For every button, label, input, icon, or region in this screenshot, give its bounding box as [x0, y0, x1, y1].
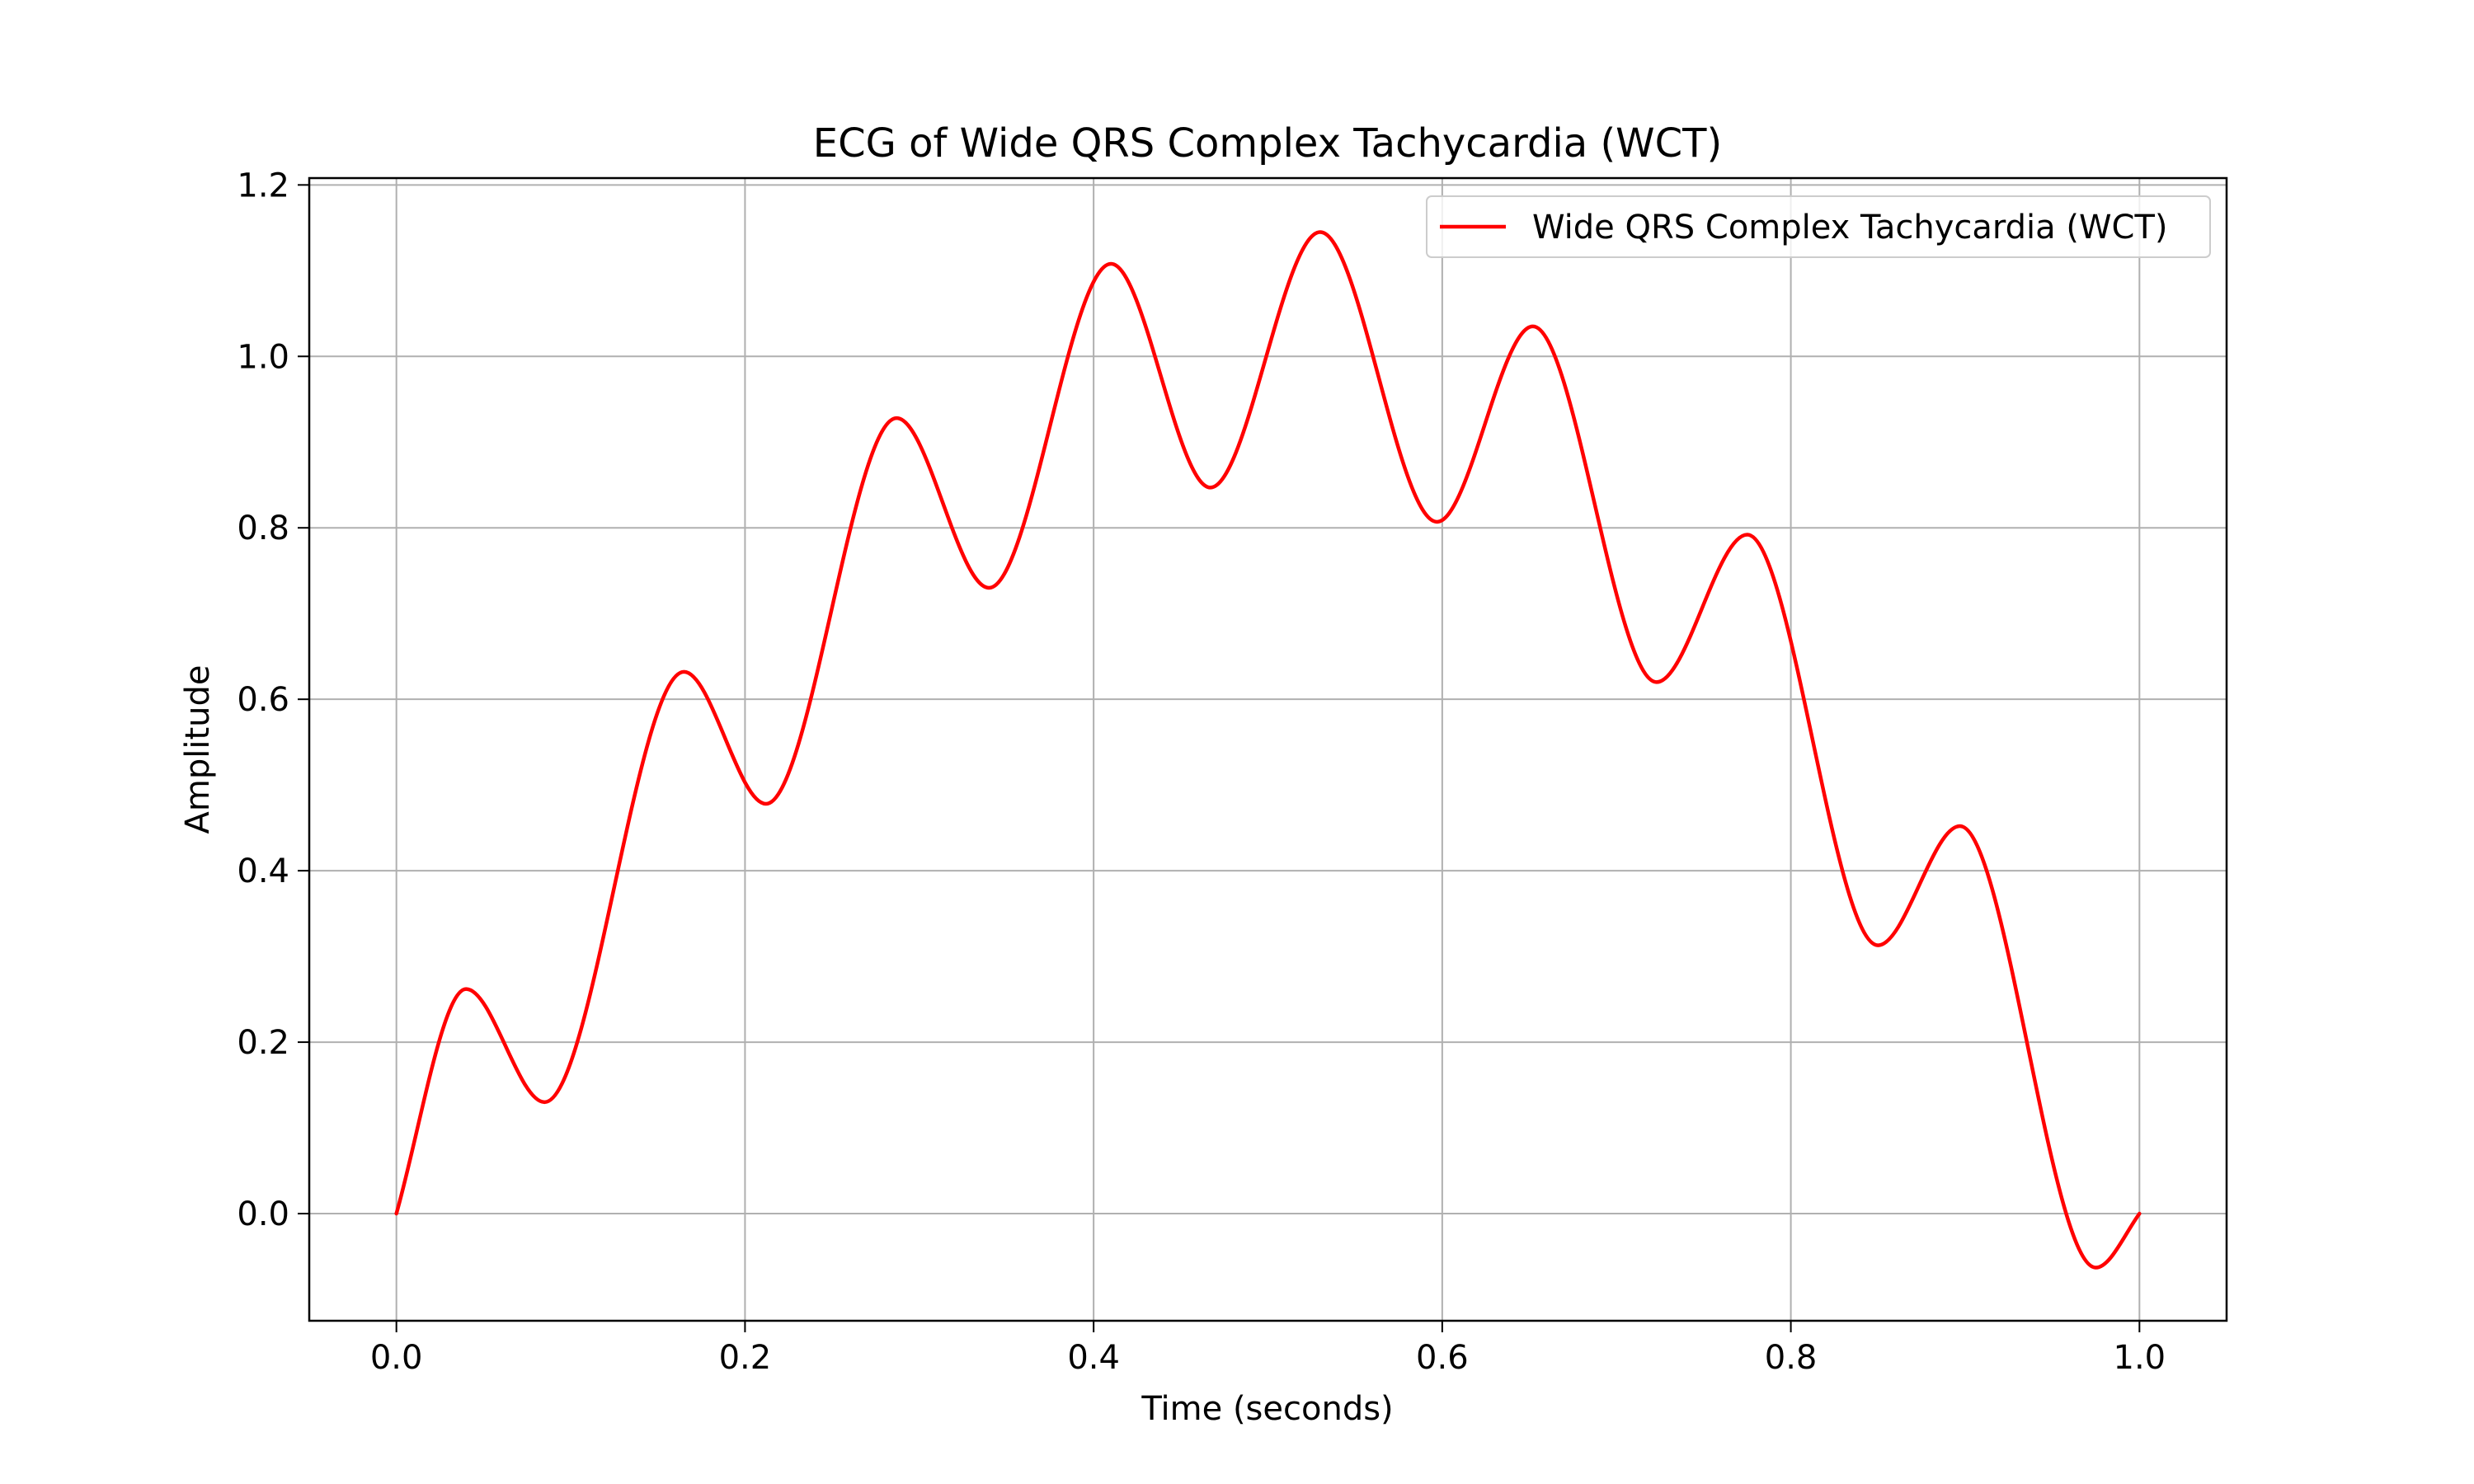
y-tick-label: 0.2: [237, 1024, 289, 1062]
x-tick-label: 0.8: [1765, 1339, 1818, 1377]
y-axis-label: Amplitude: [179, 665, 217, 834]
x-tick-label: 1.0: [2114, 1339, 2166, 1377]
x-tick-label: 0.0: [370, 1339, 423, 1377]
chart-title: ECG of Wide QRS Complex Tachycardia (WCT…: [813, 120, 1722, 167]
grid: [309, 178, 2227, 1321]
x-tick-label: 0.4: [1067, 1339, 1120, 1377]
y-axis: 0.0 0.2 0.4 0.6 0.8 1.0 1.2: [237, 167, 309, 1233]
x-axis-label: Time (seconds): [1141, 1390, 1393, 1428]
y-tick-label: 0.4: [237, 852, 289, 890]
legend: Wide QRS Complex Tachycardia (WCT): [1426, 195, 2211, 258]
plot-area-frame: [308, 176, 2228, 1322]
x-tick-label: 0.2: [719, 1339, 772, 1377]
legend-box: [1426, 195, 2211, 258]
y-tick-label: 1.2: [237, 167, 289, 204]
y-tick-label: 0.8: [237, 510, 289, 547]
x-tick-label: 0.6: [1416, 1339, 1469, 1377]
y-tick-label: 0.0: [237, 1195, 289, 1233]
legend-label: Wide QRS Complex Tachycardia (WCT): [1532, 209, 2168, 247]
y-tick-label: 0.6: [237, 681, 289, 719]
x-axis: 0.0 0.2 0.4 0.6 0.8 1.0: [370, 1321, 2166, 1377]
series-line-wct: [394, 230, 2142, 1270]
y-tick-label: 1.0: [237, 338, 289, 376]
